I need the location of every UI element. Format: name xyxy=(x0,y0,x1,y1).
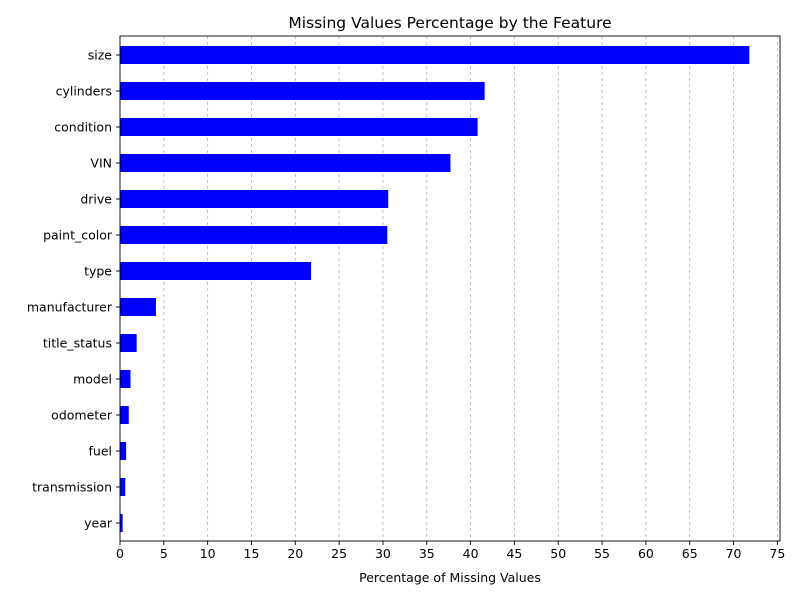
x-tick-label: 65 xyxy=(682,546,698,561)
bar-title-status xyxy=(120,334,137,352)
bar-year xyxy=(120,514,123,532)
bar-size xyxy=(120,46,750,64)
bar-transmission xyxy=(120,478,126,496)
y-tick-label: type xyxy=(84,264,112,279)
bar-model xyxy=(120,370,131,388)
bar-manufacturer xyxy=(120,298,156,316)
grid-lines xyxy=(119,36,778,541)
x-tick-label: 50 xyxy=(550,546,566,561)
chart-title: Missing Values Percentage by the Feature xyxy=(288,14,611,32)
bar-paint-color xyxy=(120,226,388,244)
x-tick-label: 40 xyxy=(463,546,479,561)
x-tick-label: 60 xyxy=(638,546,654,561)
y-tick-label: paint_color xyxy=(43,228,113,243)
bars xyxy=(120,46,750,532)
x-tick-label: 10 xyxy=(200,546,216,561)
y-tick-label: size xyxy=(88,48,113,63)
x-tick-label: 20 xyxy=(287,546,303,561)
bar-condition xyxy=(120,118,478,136)
y-tick-label: cylinders xyxy=(56,84,112,99)
x-tick-label: 45 xyxy=(506,546,522,561)
x-tick-label: 5 xyxy=(160,546,168,561)
y-tick-label: drive xyxy=(80,192,112,207)
y-tick-label: odometer xyxy=(51,408,113,423)
bar-odometer xyxy=(120,406,129,424)
x-axis-ticks: 0 5 10 15 20 25 30 35 40 45 50 55 60 65 70 75 xyxy=(116,541,785,561)
y-tick-label: condition xyxy=(54,120,112,135)
x-tick-label: 75 xyxy=(769,546,785,561)
x-tick-label: 25 xyxy=(331,546,347,561)
y-tick-label: title_status xyxy=(43,336,112,351)
y-tick-label: transmission xyxy=(32,480,112,495)
x-tick-label: 0 xyxy=(116,546,124,561)
y-tick-label: manufacturer xyxy=(27,300,113,315)
bar-cylinders xyxy=(120,82,485,100)
bar-type xyxy=(120,262,312,280)
plot-frame xyxy=(119,35,781,542)
y-axis-ticks: size cylinders condition VIN drive paint_colo… xyxy=(27,48,120,531)
x-tick-label: 30 xyxy=(375,546,391,561)
y-tick-label: fuel xyxy=(89,444,113,459)
x-axis-label: Percentage of Missing Values xyxy=(359,570,541,585)
x-tick-label: 35 xyxy=(419,546,435,561)
x-tick-label: 70 xyxy=(726,546,742,561)
bar-drive xyxy=(120,190,389,208)
y-tick-label: year xyxy=(84,516,113,531)
bar-fuel xyxy=(120,442,127,460)
x-tick-label: 55 xyxy=(594,546,610,561)
y-tick-label: model xyxy=(73,372,112,387)
bar-vin xyxy=(120,154,451,172)
x-tick-label: 15 xyxy=(244,546,260,561)
y-tick-label: VIN xyxy=(90,156,112,171)
